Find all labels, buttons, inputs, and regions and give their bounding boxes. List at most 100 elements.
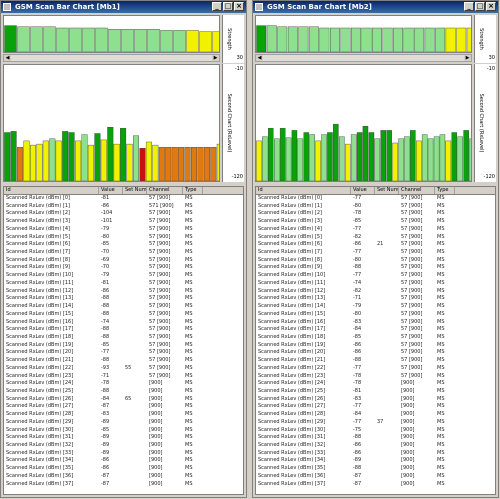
table-row[interactable]: Scanned RxLev (dBm) [11] -74 57 [900] MS <box>256 280 495 288</box>
close-button[interactable]: × <box>234 2 244 11</box>
column-header-type[interactable]: Type <box>183 187 203 194</box>
horizontal-scrollbar[interactable]: ◀ ▶ <box>255 54 472 62</box>
table-row[interactable]: Scanned RxLev (dBm) [23] -71 57 [900] MS <box>4 373 243 381</box>
column-header-channel[interactable]: Channel <box>399 187 435 194</box>
column-header-id[interactable]: Id <box>256 187 351 194</box>
table-row[interactable]: Scanned RxLev (dBm) [13] -88 57 [900] MS <box>4 295 243 303</box>
table-row[interactable]: Scanned RxLev (dBm) [35] -88 [900] MS <box>256 465 495 473</box>
table-row[interactable]: Scanned RxLev (dBm) [9] -88 57 [900] MS <box>256 264 495 272</box>
table-row[interactable]: Scanned RxLev (dBm) [12] -86 57 [900] MS <box>4 288 243 296</box>
table-row[interactable]: Scanned RxLev (dBm) [28] -83 [900] MS <box>4 411 243 419</box>
table-row[interactable]: Scanned RxLev (dBm) [22] -77 57 [900] MS <box>256 365 495 373</box>
table-row[interactable]: Scanned RxLev (dBm) [34] -89 [900] MS <box>256 457 495 465</box>
table-row[interactable]: Scanned RxLev (dBm) [32] -89 [900] MS <box>4 442 243 450</box>
table-row[interactable]: Scanned RxLev (dBm) [16] -74 57 [900] MS <box>4 319 243 327</box>
table-row[interactable]: Scanned RxLev (dBm) [21] -88 57 [900] MS <box>4 357 243 365</box>
arrow-right-icon[interactable]: ▶ <box>212 55 219 61</box>
table-row[interactable]: Scanned RxLev (dBm) [32] -86 [900] MS <box>256 442 495 450</box>
table-row[interactable]: Scanned RxLev (dBm) [21] -88 57 [900] MS <box>256 357 495 365</box>
maximize-button[interactable]: □ <box>223 2 233 11</box>
table-row[interactable]: Scanned RxLev (dBm) [8] -80 57 [900] MS <box>256 257 495 265</box>
table-row[interactable]: Scanned RxLev (dBm) [2] -104 57 [900] MS <box>4 210 243 218</box>
table-row[interactable]: Scanned RxLev (dBm) [31] -88 [900] MS <box>256 434 495 442</box>
table-row[interactable]: Scanned RxLev (dBm) [16] -83 57 [900] MS <box>256 319 495 327</box>
table-row[interactable]: Scanned RxLev (dBm) [30] -85 [900] MS <box>4 427 243 435</box>
table-row[interactable]: Scanned RxLev (dBm) [22] -93 55 57 [900] MS <box>4 365 243 373</box>
table-row[interactable]: Scanned RxLev (dBm) [15] -88 57 [900] MS <box>4 311 243 319</box>
table-row[interactable]: Scanned RxLev (dBm) [37] -87 [900] MS <box>256 481 495 489</box>
horizontal-scrollbar[interactable]: ◀ ▶ <box>3 54 220 62</box>
table-row[interactable]: Scanned RxLev (dBm) [26] -83 [900] MS <box>256 396 495 404</box>
table-row[interactable]: Scanned RxLev (dBm) [25] -88 [900] MS <box>4 388 243 396</box>
maximize-button[interactable]: □ <box>475 2 485 11</box>
table-row[interactable]: Scanned RxLev (dBm) [17] -84 57 [900] MS <box>256 326 495 334</box>
table-row[interactable]: Scanned RxLev (dBm) [18] -88 57 [900] MS <box>4 334 243 342</box>
table-row[interactable]: Scanned RxLev (dBm) [24] -78 [900] MS <box>256 380 495 388</box>
column-header-value[interactable]: Value <box>351 187 375 194</box>
table-row[interactable]: Scanned RxLev (dBm) [29] -89 [900] MS <box>4 419 243 427</box>
column-header-type[interactable]: Type <box>435 187 455 194</box>
table-row[interactable]: Scanned RxLev (dBm) [3] -101 57 [900] MS <box>4 218 243 226</box>
table-row[interactable]: Scanned RxLev (dBm) [35] -86 [900] MS <box>4 465 243 473</box>
table-row[interactable]: Scanned RxLev (dBm) [17] -88 57 [900] MS <box>4 326 243 334</box>
table-row[interactable]: Scanned RxLev (dBm) [1] -86 571 [900] MS <box>4 203 243 211</box>
table-row[interactable]: Scanned RxLev (dBm) [14] -88 57 [900] MS <box>4 303 243 311</box>
arrow-left-icon[interactable]: ◀ <box>4 55 11 61</box>
table-row[interactable]: Scanned RxLev (dBm) [36] -87 [900] MS <box>4 473 243 481</box>
table-row[interactable]: Scanned RxLev (dBm) [10] -79 57 [900] MS <box>4 272 243 280</box>
close-button[interactable]: × <box>486 2 496 11</box>
table-row[interactable]: Scanned RxLev (dBm) [15] -80 57 [900] MS <box>256 311 495 319</box>
column-header-set-number[interactable]: Set Number <box>125 187 147 194</box>
table-row[interactable]: Scanned RxLev (dBm) [33] -86 [900] MS <box>256 450 495 458</box>
table-row[interactable]: Scanned RxLev (dBm) [20] -77 57 [900] MS <box>4 349 243 357</box>
table-row[interactable]: Scanned RxLev (dBm) [31] -89 [900] MS <box>4 434 243 442</box>
table-row[interactable]: Scanned RxLev (dBm) [24] -78 [900] MS <box>4 380 243 388</box>
window-title-bar[interactable]: GSM Scan Bar Chart [Mb1] _ □ × <box>1 1 246 13</box>
table-row[interactable]: Scanned RxLev (dBm) [19] -86 57 [900] MS <box>256 342 495 350</box>
column-header-set-number[interactable]: Set Number <box>377 187 399 194</box>
table-row[interactable]: Scanned RxLev (dBm) [10] -77 57 [900] MS <box>256 272 495 280</box>
table-row[interactable]: Scanned RxLev (dBm) [13] -71 57 [900] MS <box>256 295 495 303</box>
table-row[interactable]: Scanned RxLev (dBm) [29] -77 37 [900] MS <box>256 419 495 427</box>
table-row[interactable]: Scanned RxLev (dBm) [5] -80 57 [900] MS <box>4 234 243 242</box>
table-row[interactable]: Scanned RxLev (dBm) [0] -77 57 [900] MS <box>256 195 495 203</box>
table-row[interactable]: Scanned RxLev (dBm) [6] -85 57 [900] MS <box>4 241 243 249</box>
table-row[interactable]: Scanned RxLev (dBm) [9] -70 57 [900] MS <box>4 264 243 272</box>
table-row[interactable]: Scanned RxLev (dBm) [25] -81 [900] MS <box>256 388 495 396</box>
column-header-id[interactable]: Id <box>4 187 99 194</box>
table-row[interactable]: Scanned RxLev (dBm) [8] -69 57 [900] MS <box>4 257 243 265</box>
table-row[interactable]: Scanned RxLev (dBm) [2] -78 57 [900] MS <box>256 210 495 218</box>
table-row[interactable]: Scanned RxLev (dBm) [7] -77 57 [900] MS <box>256 249 495 257</box>
column-header-channel[interactable]: Channel <box>147 187 183 194</box>
table-row[interactable]: Scanned RxLev (dBm) [11] -81 57 [900] MS <box>4 280 243 288</box>
table-row[interactable]: Scanned RxLev (dBm) [1] -80 57 [900] MS <box>256 203 495 211</box>
minimize-button[interactable]: _ <box>212 2 222 11</box>
table-row[interactable]: Scanned RxLev (dBm) [36] -87 [900] MS <box>256 473 495 481</box>
table-row[interactable]: Scanned RxLev (dBm) [30] -75 [900] MS <box>256 427 495 435</box>
table-row[interactable]: Scanned RxLev (dBm) [7] -70 57 [900] MS <box>4 249 243 257</box>
table-row[interactable]: Scanned RxLev (dBm) [12] -82 57 [900] MS <box>256 288 495 296</box>
table-row[interactable]: Scanned RxLev (dBm) [20] -86 57 [900] MS <box>256 349 495 357</box>
table-row[interactable]: Scanned RxLev (dBm) [34] -86 [900] MS <box>4 457 243 465</box>
window-title-bar[interactable]: GSM Scan Bar Chart [Mb2] _ □ × <box>253 1 498 13</box>
table-row[interactable]: Scanned RxLev (dBm) [4] -79 57 [900] MS <box>4 226 243 234</box>
arrow-right-icon[interactable]: ▶ <box>464 55 471 61</box>
table-row[interactable]: Scanned RxLev (dBm) [6] -86 21 57 [900] MS <box>256 241 495 249</box>
table-row[interactable]: Scanned RxLev (dBm) [23] -78 57 [900] MS <box>256 373 495 381</box>
table-row[interactable]: Scanned RxLev (dBm) [26] -84 65 [900] MS <box>4 396 243 404</box>
table-row[interactable]: Scanned RxLev (dBm) [18] -85 57 [900] MS <box>256 334 495 342</box>
table-row[interactable]: Scanned RxLev (dBm) [19] -85 57 [900] MS <box>4 342 243 350</box>
column-header-value[interactable]: Value <box>99 187 123 194</box>
table-row[interactable]: Scanned RxLev (dBm) [0] -81 57 [900] MS <box>4 195 243 203</box>
table-row[interactable]: Scanned RxLev (dBm) [14] -79 57 [900] MS <box>256 303 495 311</box>
table-row[interactable]: Scanned RxLev (dBm) [33] -89 [900] MS <box>4 450 243 458</box>
table-row[interactable]: Scanned RxLev (dBm) [3] -85 57 [900] MS <box>256 218 495 226</box>
table-row[interactable]: Scanned RxLev (dBm) [27] -87 [900] MS <box>4 403 243 411</box>
table-row[interactable]: Scanned RxLev (dBm) [27] -77 [900] MS <box>256 403 495 411</box>
minimize-button[interactable]: _ <box>464 2 474 11</box>
table-row[interactable]: Scanned RxLev (dBm) [4] -77 57 [900] MS <box>256 226 495 234</box>
arrow-left-icon[interactable]: ◀ <box>256 55 263 61</box>
table-row[interactable]: Scanned RxLev (dBm) [5] -82 57 [900] MS <box>256 234 495 242</box>
table-row[interactable]: Scanned RxLev (dBm) [28] -84 [900] MS <box>256 411 495 419</box>
table-row[interactable]: Scanned RxLev (dBm) [37] -87 [900] MS <box>4 481 243 489</box>
